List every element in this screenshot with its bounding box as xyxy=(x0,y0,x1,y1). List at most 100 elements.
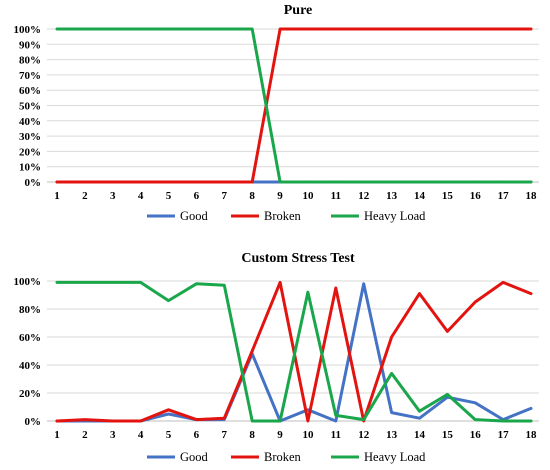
x-tick-label: 10 xyxy=(302,429,314,441)
y-tick-label: 80% xyxy=(19,55,41,67)
chart-title: Custom Stress Test xyxy=(241,251,355,266)
legend-item-good: Good xyxy=(147,450,209,464)
data-point xyxy=(446,330,449,333)
data-point xyxy=(167,299,170,302)
y-tick-label: 80% xyxy=(19,304,41,316)
y-tick-label: 100% xyxy=(14,24,42,36)
data-point xyxy=(84,418,86,421)
data-point xyxy=(195,28,198,30)
data-point xyxy=(279,181,281,183)
data-point xyxy=(335,181,337,183)
data-point xyxy=(56,420,58,422)
x-tick-label: 7 xyxy=(222,190,228,202)
data-point xyxy=(390,336,393,338)
data-point xyxy=(418,417,421,420)
y-tick-label: 100% xyxy=(14,276,42,288)
legend-label: Broken xyxy=(264,209,302,223)
x-tick-label: 11 xyxy=(331,190,341,202)
x-tick-label: 14 xyxy=(414,190,426,202)
data-point xyxy=(251,350,253,352)
data-point xyxy=(279,281,281,284)
data-point xyxy=(335,414,337,417)
data-point xyxy=(167,413,170,415)
data-point xyxy=(335,28,337,30)
x-tick-label: 12 xyxy=(358,190,370,202)
data-point xyxy=(446,181,449,183)
y-tick-label: 60% xyxy=(19,85,41,97)
x-tick-label: 9 xyxy=(277,429,283,441)
data-point xyxy=(56,28,58,30)
x-tick-label: 2 xyxy=(82,429,88,441)
data-point xyxy=(530,407,532,410)
legend-item-good: Good xyxy=(147,209,209,223)
x-tick-label: 1 xyxy=(54,190,60,202)
data-point xyxy=(84,28,86,30)
x-tick-label: 3 xyxy=(110,190,116,202)
data-point xyxy=(418,292,421,295)
data-point xyxy=(111,28,114,30)
legend-item-broken: Broken xyxy=(231,209,302,223)
x-tick-label: 7 xyxy=(222,429,228,441)
data-point xyxy=(139,281,142,284)
x-tick-label: 17 xyxy=(498,429,510,441)
data-point xyxy=(307,181,309,183)
data-point xyxy=(390,181,393,183)
legend-label: Good xyxy=(180,209,209,223)
data-point xyxy=(390,28,393,30)
x-tick-label: 16 xyxy=(470,429,482,441)
x-tick-label: 14 xyxy=(414,429,426,441)
data-point xyxy=(474,402,477,404)
data-point xyxy=(474,28,477,30)
data-point xyxy=(362,28,365,30)
data-point xyxy=(111,281,114,284)
data-point xyxy=(335,420,337,422)
x-tick-label: 11 xyxy=(331,429,341,441)
legend-label: Good xyxy=(180,450,209,464)
data-point xyxy=(307,291,309,294)
data-point xyxy=(84,281,86,284)
data-point xyxy=(502,181,504,183)
y-tick-label: 70% xyxy=(19,70,41,82)
data-point xyxy=(307,409,309,411)
x-tick-label: 12 xyxy=(358,429,370,441)
x-tick-label: 10 xyxy=(302,190,314,202)
x-tick-label: 5 xyxy=(166,429,172,441)
data-point xyxy=(223,417,226,420)
data-point xyxy=(84,181,86,183)
data-point xyxy=(167,409,170,411)
y-tick-label: 50% xyxy=(19,101,41,113)
data-point xyxy=(390,411,393,414)
data-point xyxy=(195,181,198,183)
data-point xyxy=(418,28,421,30)
data-point xyxy=(362,181,365,183)
legend-item-broken: Broken xyxy=(231,450,302,464)
series-line-heavy-load xyxy=(55,27,533,184)
x-tick-label: 3 xyxy=(110,429,116,441)
x-tick-label: 2 xyxy=(82,190,88,202)
x-tick-label: 4 xyxy=(138,429,144,441)
series-line-broken xyxy=(55,27,533,184)
data-point xyxy=(474,181,477,183)
data-point xyxy=(251,28,253,30)
data-point xyxy=(390,372,393,375)
data-point xyxy=(502,281,504,284)
y-tick-label: 40% xyxy=(19,116,41,128)
x-tick-label: 13 xyxy=(386,190,398,202)
data-point xyxy=(251,181,253,183)
x-tick-label: 16 xyxy=(470,190,482,202)
data-point xyxy=(56,181,58,183)
x-tick-label: 1 xyxy=(54,429,60,441)
series-line-heavy-load xyxy=(55,280,533,423)
x-tick-label: 18 xyxy=(526,429,538,441)
data-point xyxy=(474,301,477,303)
legend-label: Heavy Load xyxy=(364,450,426,464)
data-point xyxy=(56,281,58,284)
data-point xyxy=(279,28,281,30)
x-tick-label: 17 xyxy=(498,190,510,202)
data-point xyxy=(446,28,449,30)
data-point xyxy=(111,181,114,183)
x-tick-label: 5 xyxy=(166,190,172,202)
data-point xyxy=(307,28,309,30)
